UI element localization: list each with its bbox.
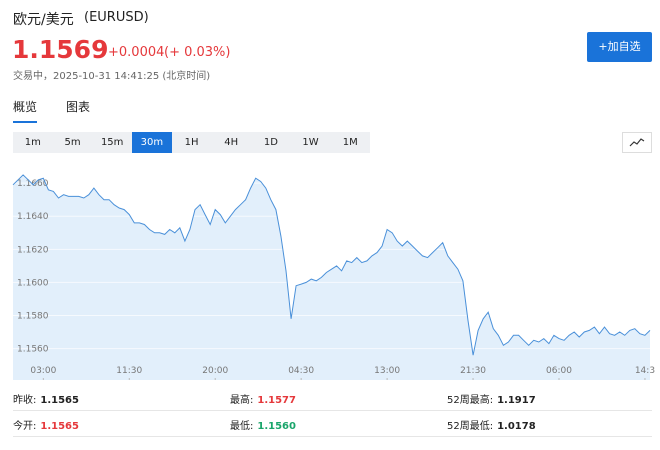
range-button[interactable]: 1H bbox=[184, 137, 199, 148]
stat-value: 1.1565 bbox=[40, 421, 79, 432]
y-tick-label: 1.1600 bbox=[17, 278, 49, 288]
stat: 最高: 1.1577 bbox=[230, 391, 296, 406]
range-button[interactable]: 30m bbox=[132, 132, 172, 153]
stat-value: 1.1565 bbox=[40, 395, 79, 406]
stat-value: 1.1560 bbox=[257, 421, 296, 432]
y-tick-label: 1.1560 bbox=[17, 345, 49, 355]
pair-name: 欧元/美元 bbox=[13, 12, 74, 28]
stat-value: 1.0178 bbox=[497, 421, 536, 432]
stat: 昨收: 1.1565 bbox=[13, 391, 79, 406]
change: +0.0004 bbox=[108, 45, 165, 60]
chart: 1.15601.15801.16001.16201.16401.166003:0… bbox=[12, 160, 655, 380]
stat-label: 最高: bbox=[230, 395, 254, 406]
x-tick-label: 20:00 bbox=[202, 366, 228, 376]
stat-value: 1.1917 bbox=[497, 395, 536, 406]
tab[interactable]: 概览 bbox=[13, 98, 38, 123]
add-watchlist-button[interactable]: +加自选 bbox=[587, 32, 652, 62]
x-tick-label: 06:00 bbox=[546, 366, 572, 376]
range-button[interactable]: 4H bbox=[224, 137, 239, 148]
y-tick-label: 1.1620 bbox=[17, 245, 49, 255]
y-tick-label: 1.1580 bbox=[17, 311, 49, 321]
stat: 最低: 1.1560 bbox=[230, 417, 296, 432]
range-button[interactable]: 1M bbox=[342, 137, 358, 148]
pair-code: (EURUSD) bbox=[84, 10, 149, 25]
stats-row: 昨收: 1.1565 最高: 1.1577 52周最高: 1.1917 bbox=[13, 384, 652, 411]
status: 交易中，2025-10-31 14:41:25 (北京时间) bbox=[13, 71, 211, 82]
stat-label: 昨收: bbox=[13, 395, 37, 406]
stat: 52周最高: 1.1917 bbox=[447, 391, 536, 406]
range-button[interactable]: 1D bbox=[263, 137, 278, 148]
range-button[interactable]: 5m bbox=[64, 137, 81, 148]
x-tick-label: 14:3 bbox=[635, 366, 655, 376]
stat-label: 52周最低: bbox=[447, 421, 494, 432]
stat: 今开: 1.1565 bbox=[13, 417, 79, 432]
y-tick-label: 1.1640 bbox=[17, 212, 49, 222]
stats-row: 今开: 1.1565 最低: 1.1560 52周最低: 1.0178 bbox=[13, 410, 652, 437]
x-tick-label: 11:30 bbox=[116, 366, 142, 376]
x-tick-label: 21:30 bbox=[460, 366, 486, 376]
range-button[interactable]: 1W bbox=[302, 137, 319, 148]
range-bar: 1m 5m 15m 30m 1H 4H 1D 1W 1M bbox=[13, 132, 370, 153]
stat-label: 今开: bbox=[13, 421, 37, 432]
tab[interactable]: 图表 bbox=[66, 100, 91, 114]
price-line bbox=[12, 174, 651, 356]
area-fill bbox=[13, 174, 650, 380]
range-button[interactable]: 1m bbox=[24, 137, 41, 148]
stat-label: 52周最高: bbox=[447, 395, 494, 406]
stat-value: 1.1577 bbox=[257, 395, 296, 406]
change-pct: (+ 0.03%) bbox=[164, 45, 231, 60]
range-button[interactable]: 15m bbox=[100, 137, 124, 148]
indicator-icon bbox=[629, 138, 645, 147]
x-tick-label: 04:30 bbox=[288, 366, 314, 376]
x-tick-label: 03:00 bbox=[30, 366, 56, 376]
x-tick-label: 13:00 bbox=[374, 366, 400, 376]
price: 1.1569 bbox=[12, 35, 109, 64]
stat-label: 最低: bbox=[230, 421, 254, 432]
indicator-button[interactable] bbox=[622, 132, 652, 153]
stat: 52周最低: 1.0178 bbox=[447, 417, 536, 432]
